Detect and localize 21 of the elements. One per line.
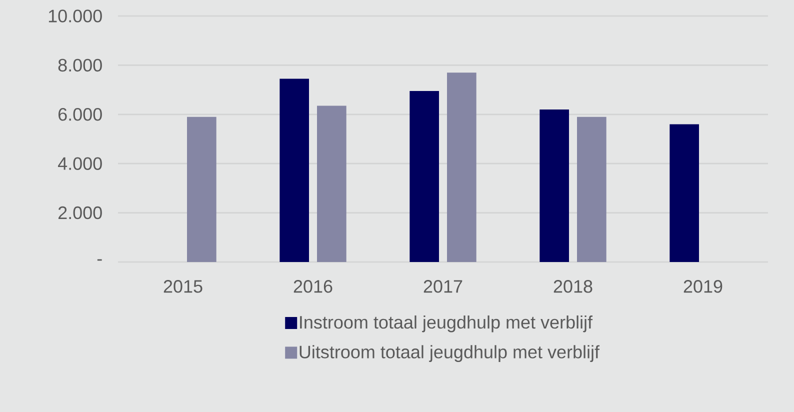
bar [577,116,606,262]
y-tick-label: 10.000 [48,10,102,22]
x-tick-label: 2019 [684,280,722,293]
y-tick-label: 2.000 [58,206,102,220]
bar [540,109,569,262]
x-tick-label: 2018 [554,280,592,293]
y-tick-label: 8.000 [58,58,102,72]
bar [317,106,346,262]
y-tick-label: - [97,259,102,261]
bar [187,116,216,262]
bar [447,72,476,262]
x-tick-label: 2016 [294,280,332,293]
bar [410,91,439,262]
bar [280,78,309,262]
legend-label: Instroom totaal jeugdhulp met verblijf [300,315,593,332]
y-tick-label: 4.000 [58,157,102,170]
bar [670,124,699,262]
y-tick-label: 6.000 [58,108,102,121]
x-tick-label: 2017 [424,280,462,293]
legend-label: Uitstroom totaal jeugdhulp met verblijf [300,345,600,362]
x-tick-label: 2015 [164,280,202,293]
